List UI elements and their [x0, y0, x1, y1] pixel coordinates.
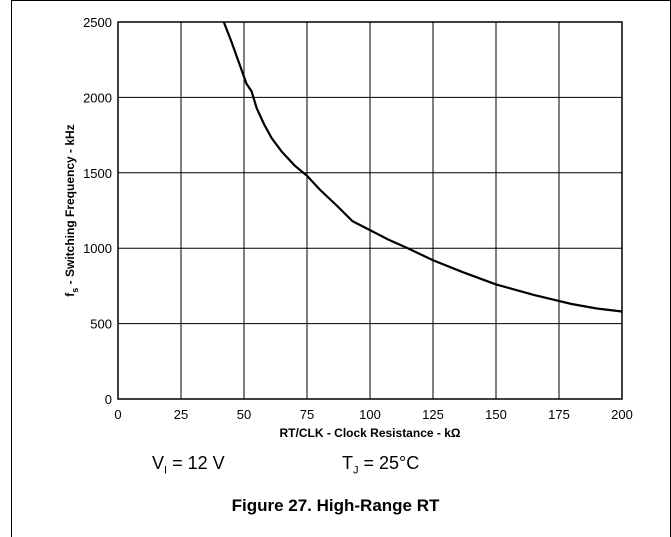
x-tick-label: 125: [422, 407, 444, 422]
y-tick-label: 2000: [83, 90, 112, 105]
junction-temperature-condition: TJ = 25°C: [342, 452, 419, 482]
x-tick-label: 175: [548, 407, 570, 422]
frame-left-border: [11, 0, 12, 537]
x-tick-label: 0: [114, 407, 121, 422]
y-tick-label: 500: [90, 317, 112, 332]
x-tick-label: 25: [174, 407, 188, 422]
y-tick-label: 1000: [83, 241, 112, 256]
x-tick-label: 100: [359, 407, 381, 422]
grid: [118, 22, 622, 399]
figure-caption: Figure 27. High-Range RT: [231, 496, 440, 515]
x-tick-label: 75: [300, 407, 314, 422]
vi-subscript: I: [164, 464, 168, 477]
y-axis-label: fs - Switching Frequency - kHz: [63, 124, 80, 296]
x-tick-label: 150: [485, 407, 507, 422]
x-tick-label: 50: [237, 407, 251, 422]
frame-top-border: [11, 0, 671, 1]
tj-symbol: T: [342, 453, 353, 473]
y-tick-labels: 0 500 1000 1500 2000 2500: [83, 15, 112, 407]
chart: 0 25 50 75 100 125 150 175 200 0 500 1000 1500 2000 2…: [63, 15, 633, 440]
y-tick-label: 0: [105, 392, 112, 407]
y-axis-label-text: - Switching Frequency - kHz: [63, 124, 77, 287]
input-voltage-condition: VI = 12 V: [152, 452, 225, 482]
tj-subscript: J: [353, 464, 359, 477]
y-tick-label: 2500: [83, 15, 112, 30]
x-tick-label: 200: [611, 407, 633, 422]
y-tick-label: 1500: [83, 166, 112, 181]
plot-area: [117, 21, 623, 400]
vi-value: = 12 V: [167, 453, 225, 473]
series-line: [222, 21, 623, 313]
y-axis-label-subscript: s: [70, 288, 80, 293]
y-axis-label-symbol: f: [63, 292, 77, 297]
x-axis-label: RT/CLK - Clock Resistance - kΩ: [280, 426, 461, 440]
x-tick-labels: 0 25 50 75 100 125 150 175 200: [114, 407, 632, 422]
tj-value: = 25°C: [358, 453, 420, 473]
vi-symbol: V: [152, 453, 165, 473]
